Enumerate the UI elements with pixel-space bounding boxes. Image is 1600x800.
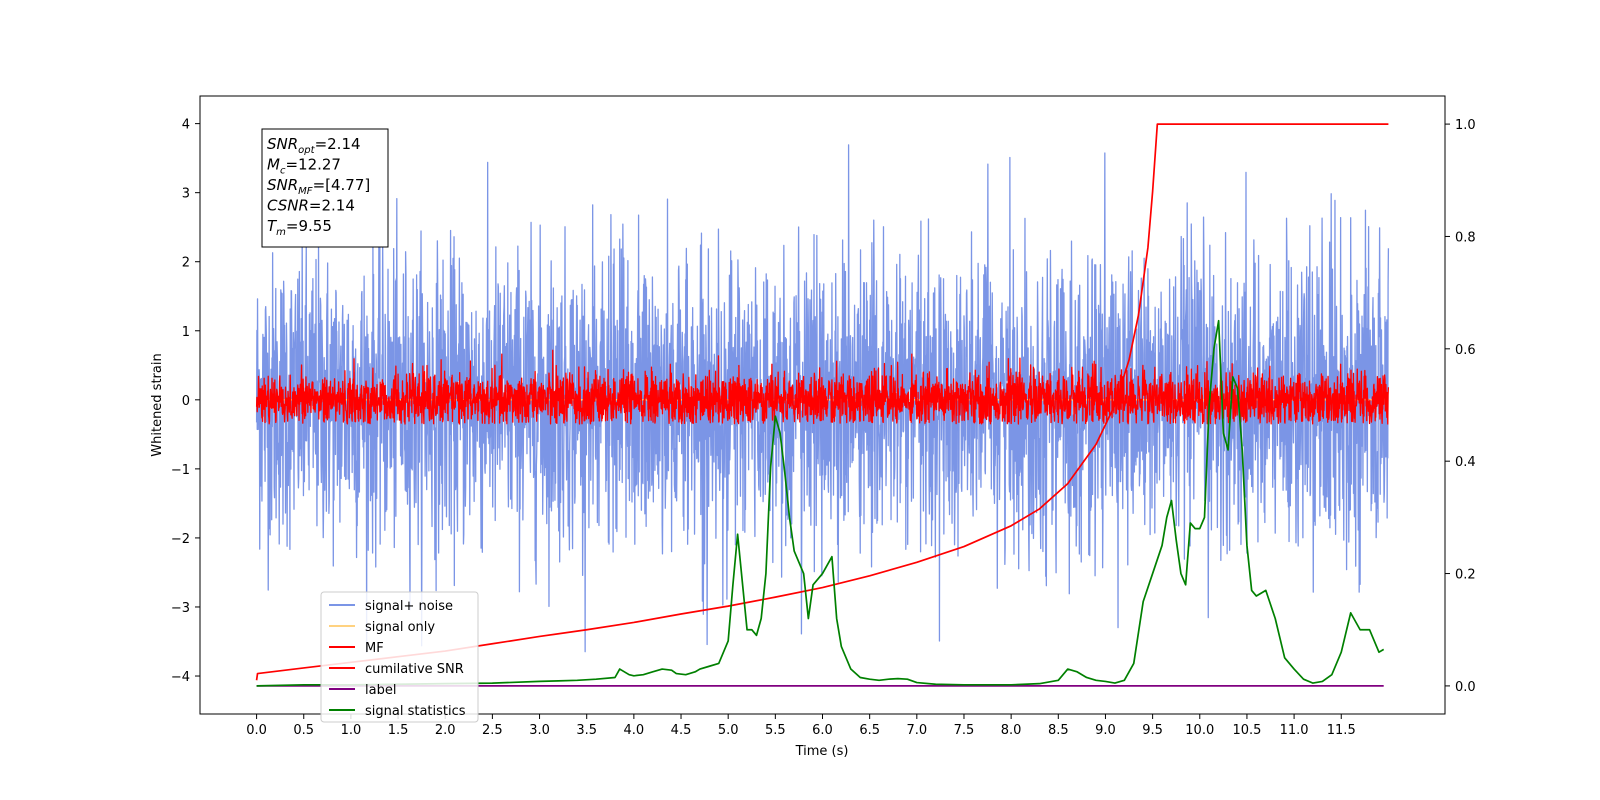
y-axis-label: Whitened strain	[150, 353, 165, 456]
y-right-tick-label: 0.0	[1455, 680, 1476, 695]
x-tick-label: 7.5	[954, 723, 975, 738]
y-tick-label: 0	[182, 394, 190, 409]
annotation-line: Mc=12.27	[267, 156, 341, 177]
y-tick-label: −4	[171, 670, 190, 685]
series-line-mf	[255, 349, 1390, 425]
annotation-line: Tm=9.55	[267, 217, 332, 238]
y-right-tick-label: 0.8	[1455, 230, 1476, 245]
y-tick-label: 2	[182, 256, 190, 271]
y-tick-label: −1	[171, 463, 190, 478]
legend-label-signal-only: signal only	[365, 620, 435, 635]
x-tick-label: 11.0	[1280, 723, 1309, 738]
x-tick-label: 2.0	[435, 723, 456, 738]
legend-label-signal-noise: signal+ noise	[365, 599, 453, 614]
series-line-signal-noise	[255, 144, 1390, 653]
x-tick-label: 6.5	[859, 723, 880, 738]
y-right-tick-label: 0.6	[1455, 343, 1476, 358]
annotation-line: SNRopt=2.14	[267, 135, 361, 156]
x-tick-label: 10.0	[1185, 723, 1214, 738]
legend-label-signal-statistics: signal statistics	[365, 704, 466, 719]
annotation-box: SNRopt=2.14Mc=12.27SNRMF=[4.77]CSNR=2.14…	[261, 128, 389, 248]
legend-label-label: label	[365, 683, 396, 698]
x-tick-label: 3.0	[529, 723, 550, 738]
x-tick-label: 0.5	[293, 723, 314, 738]
x-axis-label: Time (s)	[795, 744, 849, 759]
legend: signal+ noise signal only MF cumilative SNR…	[320, 591, 479, 723]
legend-frame	[320, 591, 479, 723]
y-right-tick-label: 0.2	[1455, 568, 1476, 583]
legend-label-cumilative-snr: cumilative SNR	[365, 662, 464, 677]
y-right-tick-label: 1.0	[1455, 118, 1476, 133]
x-tick-label: 6.0	[812, 723, 833, 738]
x-tick-label: 10.5	[1232, 723, 1261, 738]
y-tick-label: 1	[182, 325, 190, 340]
x-tick-label: 1.5	[388, 723, 409, 738]
series-line-signal-statistics	[256, 319, 1385, 687]
legend-label-mf: MF	[365, 641, 384, 656]
x-tick-label: 4.0	[624, 723, 645, 738]
y-tick-label: 3	[182, 187, 190, 202]
x-tick-label: 2.5	[482, 723, 503, 738]
x-tick-label: 11.5	[1327, 723, 1356, 738]
y-tick-label: −2	[171, 532, 190, 547]
annotation-line: SNRMF=[4.77]	[267, 176, 370, 197]
x-tick-label: 8.5	[1048, 723, 1069, 738]
x-tick-label: 9.5	[1142, 723, 1163, 738]
y-tick-label: 4	[182, 118, 190, 133]
x-tick-label: 5.5	[765, 723, 786, 738]
x-tick-label: 0.0	[246, 723, 267, 738]
x-tick-label: 4.5	[671, 723, 692, 738]
y-tick-label: −3	[171, 601, 190, 616]
x-tick-label: 5.0	[718, 723, 739, 738]
annotation-line: CSNR=2.14	[267, 197, 355, 215]
x-tick-label: 9.0	[1095, 723, 1116, 738]
annotation-frame	[261, 128, 389, 248]
x-tick-label: 1.0	[341, 723, 362, 738]
x-tick-label: 3.5	[576, 723, 597, 738]
x-tick-label: 8.0	[1001, 723, 1022, 738]
y-right-tick-label: 0.4	[1455, 455, 1476, 470]
x-tick-label: 7.0	[906, 723, 927, 738]
